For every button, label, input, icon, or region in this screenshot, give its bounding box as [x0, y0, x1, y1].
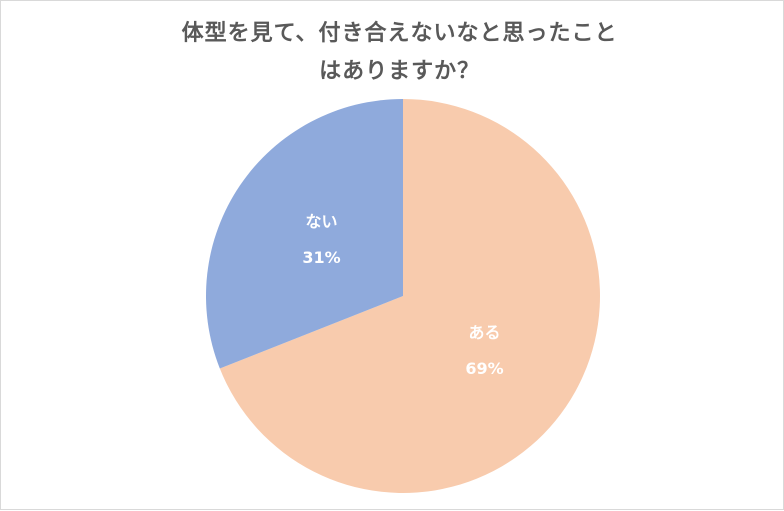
value-label: 31%	[302, 248, 340, 267]
pie-slice	[219, 99, 600, 493]
slice-label: ない	[306, 212, 338, 231]
chart-title: 体型を見て、付き合えないなと思ったことはありますか？	[181, 21, 618, 84]
pie-slice	[206, 99, 403, 369]
slice-label: ある	[468, 323, 500, 342]
value-label: 69%	[465, 359, 503, 378]
